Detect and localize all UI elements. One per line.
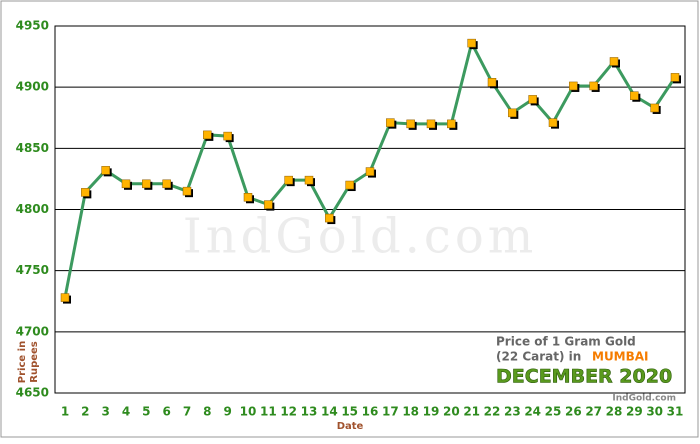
marker [670,73,680,82]
marker [182,186,192,196]
marker [203,130,212,140]
y-tick-label: 4950 [16,19,49,33]
x-tick-label: 6 [162,405,170,419]
marker [162,179,171,189]
marker [426,119,436,129]
marker [569,81,578,91]
x-axis-label: Date [337,421,364,432]
x-tick-label: 20 [443,405,460,419]
x-tick-label: 10 [240,405,257,419]
x-tick-label: 23 [504,405,521,419]
period: DECEMBER 2020 [496,366,672,388]
x-tick-label: 21 [463,405,480,419]
x-tick-label: 27 [585,405,602,419]
watermark: IndGold.com [183,209,537,265]
x-tick-label: 19 [423,405,440,419]
x-tick-label: 1 [61,405,69,419]
x-tick-label: 7 [183,405,191,419]
x-tick-label: 14 [321,405,338,419]
marker [487,78,497,87]
city: MUMBAI [592,350,649,364]
marker [589,81,598,91]
marker [650,103,659,113]
source: IndGold.com [612,394,676,404]
x-tick-label: 15 [341,405,358,419]
marker [467,38,476,48]
x-tick-label: 5 [142,405,150,419]
note-box [490,332,680,390]
y-axis-label: Price in [17,341,28,383]
y-tick-label: 4850 [16,141,49,155]
y-tick-label: 4650 [16,386,49,400]
x-tick-label: 9 [223,405,231,419]
marker [60,293,70,302]
marker [121,179,131,189]
note: (22 Carat) in [496,350,581,364]
marker [386,118,395,127]
x-tick-label: 29 [626,405,643,419]
marker [508,108,517,118]
x-tick-label: 25 [545,405,562,419]
x-tick-label: 2 [81,405,89,419]
x-tick-label: 18 [402,405,419,419]
marker [284,175,293,185]
marker [630,91,639,100]
marker [548,118,558,127]
x-tick-label: 26 [565,405,582,419]
y-axis-label: Rupees [29,341,40,383]
x-tick-label: 24 [524,405,541,419]
x-tick-label: 11 [260,405,277,419]
x-tick-label: 31 [667,405,684,419]
marker [609,57,619,66]
x-tick-label: 17 [382,405,399,419]
x-tick-label: 28 [606,405,623,419]
x-tick-label: 8 [203,405,211,419]
y-tick-label: 4800 [16,202,49,216]
marker [365,167,375,176]
x-tick-label: 13 [301,405,318,419]
x-tick-label: 3 [101,405,109,419]
marker [447,119,456,129]
marker [406,119,415,129]
marker [81,188,90,197]
y-tick-label: 4750 [16,263,49,277]
marker [243,193,253,202]
marker [325,213,334,223]
marker [264,200,273,209]
marker [304,175,314,185]
y-tick-label: 4700 [16,324,49,338]
x-tick-label: 4 [122,405,130,419]
x-tick-label: 22 [484,405,501,419]
x-tick-label: 16 [362,405,379,419]
x-tick-label: 30 [646,405,663,419]
marker [345,180,354,190]
marker [142,179,151,189]
marker [223,131,232,141]
y-tick-label: 4900 [16,80,49,94]
x-tick-label: 12 [280,405,297,419]
note: Price of 1 Gram Gold [496,335,636,349]
marker [101,166,110,175]
marker [528,95,537,104]
